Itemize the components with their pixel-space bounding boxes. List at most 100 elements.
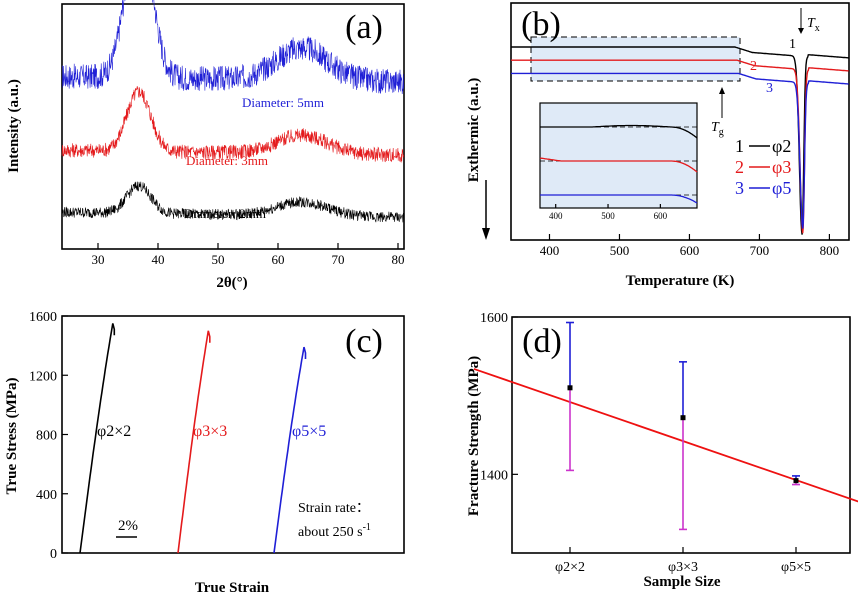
inset-series-0 — [540, 124, 698, 139]
curve-number-1: 1 — [789, 37, 796, 52]
panel-a-series — [61, 0, 404, 223]
d-y-tick-label-1600: 1600 — [480, 311, 508, 326]
panel-a-frame — [61, 3, 405, 250]
a-x-tick-label-50: 50 — [212, 252, 225, 267]
panel-d-frame — [511, 316, 851, 554]
panel-b: 400 500 600 700 800 400 500 600 (b) Tx Tg 1 2 … — [466, 2, 850, 289]
panel-a-ylabel: Intensity (a.u.) — [6, 79, 22, 173]
panel-b-ylabel: Exthermic (a.u.) — [466, 78, 482, 183]
dsc-series-2 — [511, 72, 849, 229]
legend-a-3mm: Diameter: 3mm — [186, 153, 268, 168]
inset-x-tick-label-500: 500 — [601, 211, 615, 221]
strain-rate-superscript: -1 — [363, 522, 371, 533]
panel-d: φ2×2 φ3×3 φ5×5 1400 1600 (d) Sample Size Fra… — [466, 311, 858, 590]
scale-bar-label: 2% — [118, 518, 138, 534]
b-x-tick-label-600: 600 — [680, 243, 700, 258]
panel-b-label: (b) — [521, 6, 561, 43]
curve-number-2: 2 — [750, 59, 757, 74]
stress-strain-series-0 — [79, 323, 116, 554]
c-y-tick-label-1600: 1600 — [29, 310, 57, 325]
inset-x-tick-label-400: 400 — [549, 211, 563, 221]
c-y-tick-label-1200: 1200 — [29, 369, 57, 384]
inset-x-tick-label-600: 600 — [654, 211, 668, 221]
d-x-tick-label-2: φ5×5 — [781, 560, 811, 575]
inset-frame — [539, 102, 698, 209]
tg-region-box — [530, 36, 741, 82]
data-point-2 — [793, 478, 799, 484]
inset-series — [539, 124, 698, 204]
tx-subscript: x — [815, 23, 820, 34]
a-x-tick-label-30: 30 — [92, 252, 105, 267]
panel-d-ticks: φ2×2 φ3×3 φ5×5 1400 1600 — [480, 311, 811, 575]
panel-c: 0 400 800 1200 1600 (c) φ2×2 φ3×3 φ5×5 2% St… — [4, 310, 405, 593]
tg-arrow-head — [719, 87, 725, 94]
stress-strain-series-2 — [273, 346, 307, 554]
tg-symbol: T — [711, 120, 720, 135]
d-x-tick-label-0: φ2×2 — [555, 560, 585, 575]
c-y-tick-label-800: 800 — [36, 429, 57, 444]
xrd-series-2 — [61, 181, 404, 223]
inset-series-1 — [539, 157, 698, 173]
legend-b-num-2: 2 — [735, 157, 744, 177]
panel-d-label: (d) — [522, 323, 562, 360]
strain-rate-line1: Strain rate： — [298, 501, 370, 516]
d-y-tick-label-1400: 1400 — [480, 468, 508, 483]
legend-b-label-1: φ2 — [772, 136, 791, 156]
data-point-0 — [567, 385, 573, 391]
b-x-tick-label-700: 700 — [750, 243, 770, 258]
xrd-series-0 — [61, 0, 404, 95]
panel-b-down-arrow-head — [482, 228, 490, 240]
panel-b-xlabel: Temperature (K) — [626, 273, 735, 289]
dsc-inset: 400 500 600 — [539, 102, 698, 221]
tx-symbol: T — [807, 16, 816, 31]
stress-strain-series-1 — [177, 330, 211, 554]
tg-subscript: g — [719, 127, 724, 138]
xrd-series-1 — [61, 85, 404, 163]
panel-a-xticks: 30 40 50 60 70 80 — [92, 243, 405, 267]
c-y-tick-label-400: 400 — [36, 488, 57, 503]
panel-b-frame — [510, 2, 850, 241]
panel-c-xlabel: True Strain — [195, 580, 270, 593]
panel-c-series — [79, 323, 307, 554]
inset-xticks: 400 500 600 — [549, 204, 668, 221]
c-y-tick-label-0: 0 — [50, 547, 57, 562]
b-x-tick-label-500: 500 — [610, 243, 630, 258]
panel-d-xlabel: Sample Size — [643, 574, 720, 590]
panel-b-series — [511, 46, 849, 235]
panel-a-label: (a) — [345, 9, 383, 46]
strain-rate-line2: about 250 s-1 — [298, 522, 371, 540]
panel-d-ylabel: Fracture Strength (MPa) — [466, 356, 482, 516]
dsc-series-1 — [511, 59, 849, 234]
legend-b-label-3: φ5 — [772, 178, 791, 198]
series-label-phi5: φ5×5 — [292, 423, 326, 440]
data-point-1 — [680, 415, 686, 421]
panel-c-yticks: 0 400 800 1200 1600 — [29, 310, 68, 562]
legend-b-num-1: 1 — [735, 136, 744, 156]
a-x-tick-label-70: 70 — [332, 252, 345, 267]
series-label-phi2: φ2×2 — [97, 423, 131, 440]
series-label-phi3: φ3×3 — [193, 423, 227, 440]
panel-b-legend: 1 φ2 2 φ3 3 φ5 — [735, 136, 791, 198]
tx-arrow-head — [798, 28, 804, 34]
b-x-tick-label-400: 400 — [540, 243, 560, 258]
d-x-tick-label-1: φ3×3 — [668, 560, 698, 575]
a-x-tick-label-40: 40 — [152, 252, 165, 267]
dsc-series-0 — [511, 46, 849, 235]
b-x-tick-label-800: 800 — [820, 243, 840, 258]
a-x-tick-label-60: 60 — [272, 252, 285, 267]
panel-a-xlabel: 2θ(°) — [216, 275, 247, 291]
legend-b-label-2: φ3 — [772, 157, 791, 177]
panel-b-xticks: 400 500 600 700 800 — [540, 234, 839, 258]
legend-a-2mm: Diameter: 2mm — [184, 206, 266, 221]
a-x-tick-label-80: 80 — [392, 252, 405, 267]
legend-a-5mm: Diameter: 5mm — [242, 95, 324, 110]
panel-d-series — [473, 321, 858, 531]
panel-c-label: (c) — [345, 323, 383, 360]
curve-number-3: 3 — [766, 81, 773, 96]
strain-rate-value: about 250 s — [298, 525, 363, 540]
legend-b-num-3: 3 — [735, 178, 744, 198]
tg-label: Tg — [711, 120, 724, 138]
inset-series-2 — [540, 194, 698, 204]
panel-a: 30 40 50 60 70 80 (a) Diameter: 5mm Diameter:… — [6, 0, 405, 291]
